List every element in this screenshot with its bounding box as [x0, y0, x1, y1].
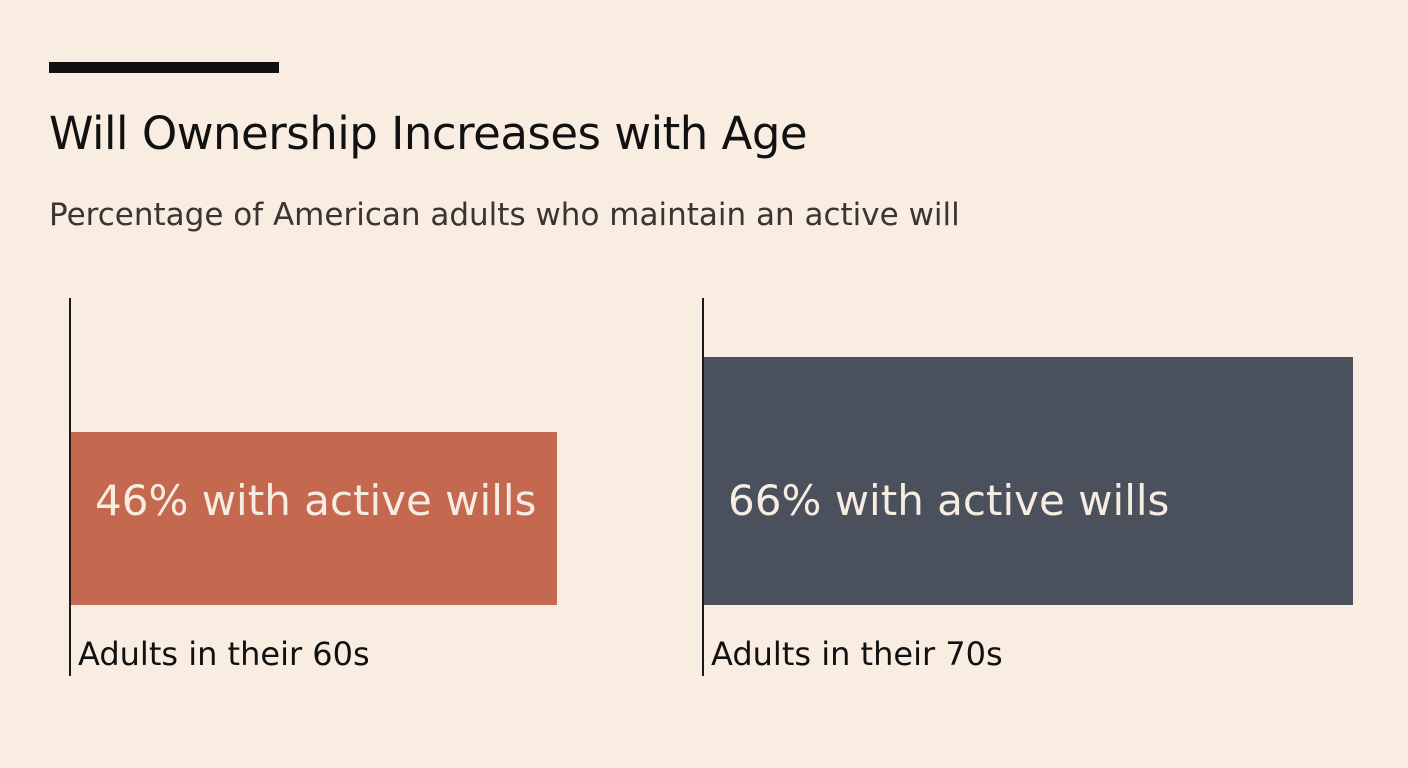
bar-data-label-adults-in-their-70s: 66% with active wills [728, 476, 1170, 525]
bar-adults-in-their-60s [71, 432, 557, 605]
chart-subtitle: Percentage of American adults who mainta… [49, 197, 960, 233]
bar-adults-in-their-70s [704, 356, 1353, 605]
category-label-adults-in-their-70s: Adults in their 70s [711, 635, 1003, 673]
accent-rule [49, 62, 279, 73]
axis-line-adults-in-their-60s [69, 298, 71, 676]
chart-title: Will Ownership Increases with Age [49, 107, 808, 160]
category-label-adults-in-their-60s: Adults in their 60s [78, 635, 370, 673]
bar-data-label-adults-in-their-60s: 46% with active wills [95, 476, 537, 525]
axis-line-adults-in-their-70s [702, 298, 704, 676]
